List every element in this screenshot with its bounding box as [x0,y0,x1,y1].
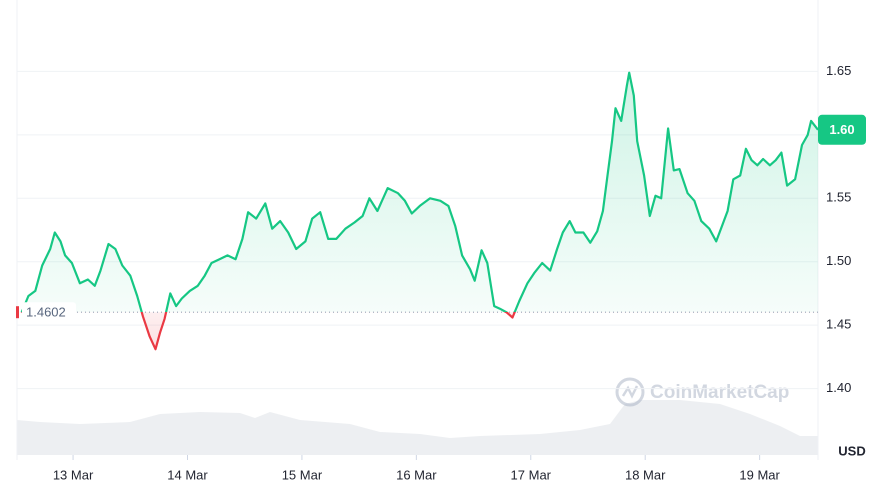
x-tick-label: 18 Mar [625,467,666,482]
baseline-label: 1.4602 [26,305,66,320]
y-tick-label: 1.65 [826,63,851,78]
x-tick-label: 15 Mar [282,467,323,482]
x-tick-label: 19 Mar [739,467,780,482]
y-tick-label: 1.55 [826,190,851,205]
y-axis-label: USD [838,443,865,458]
baseline-label-box [22,302,76,323]
baseline-marker [16,306,19,319]
area [21,72,818,350]
y-tick-label: 1.45 [826,317,851,332]
y-tick-label: 1.40 [826,380,851,395]
x-tick-label: 13 Mar [53,467,94,482]
x-tick-label: 16 Mar [396,467,437,482]
x-tick-label: 17 Mar [511,467,552,482]
y-tick-label: 1.50 [826,253,851,268]
watermark: CoinMarketCap [615,377,789,407]
price-badge [818,114,866,145]
volume-area [17,400,818,455]
price-line [20,71,819,351]
watermark-text: CoinMarketCap [650,382,789,403]
price-badge-label: 1.60 [829,122,854,137]
x-tick-label: 14 Mar [167,467,208,482]
